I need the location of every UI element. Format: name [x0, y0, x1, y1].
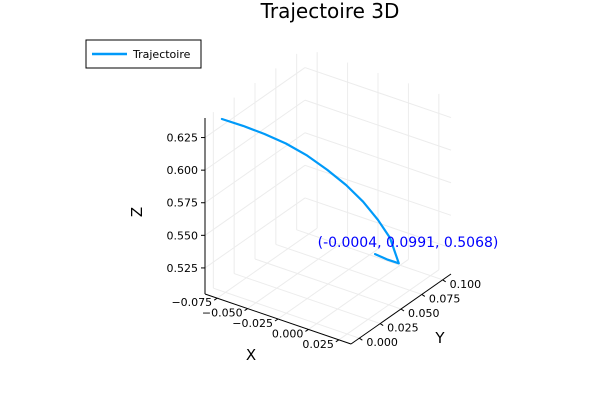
z-axis-label: Z: [128, 207, 146, 217]
series-line: [220, 117, 400, 265]
x-tick-mark: [213, 297, 218, 301]
y-tick-mark: [359, 337, 363, 341]
z-grid-line: [204, 197, 306, 269]
x-tick-mark: [244, 308, 248, 311]
x-tick-label: 0.000: [272, 327, 304, 340]
y-grid-line: [275, 243, 422, 295]
z-grid-line: [304, 67, 452, 119]
x-tick-mark: [335, 339, 340, 343]
z-grid-line: [304, 132, 452, 184]
legend-label: Trajectoire: [132, 48, 191, 61]
series-layer: [220, 117, 400, 265]
y-tick-label: 0.075: [429, 292, 461, 305]
z-tick-label: 0.600: [167, 164, 199, 177]
z-tick-label: 0.625: [167, 132, 199, 145]
y-grid-line: [213, 287, 360, 339]
y-tick-label: 0.000: [366, 336, 398, 349]
z-tick-label: 0.525: [167, 262, 199, 275]
x-tick-label: −0.050: [202, 307, 243, 320]
legend: Trajectoire: [85, 39, 202, 69]
z-tick-label: 0.550: [167, 229, 199, 242]
x-tick-mark: [305, 329, 309, 332]
x-tick-mark: [274, 318, 279, 322]
z-grid-line: [304, 164, 452, 216]
y-tick-mark: [379, 323, 384, 326]
z-grid-line: [204, 99, 306, 171]
y-tick-label: 0.050: [408, 307, 440, 320]
x-tick-label: −0.025: [232, 317, 273, 330]
chart-title: Trajectoire 3D: [260, 0, 400, 23]
y-axis-label: Y: [434, 329, 445, 347]
z-grid-line: [204, 164, 306, 236]
y-tick-mark: [421, 294, 426, 297]
annotation-label: (-0.0004, 0.0991, 0.5068): [318, 235, 499, 251]
z-grid-line: [204, 67, 306, 138]
x-tick-label: 0.025: [302, 338, 334, 351]
y-tick-label: 0.025: [387, 322, 419, 335]
y-grid-line: [254, 258, 402, 310]
x-axis-label: X: [246, 346, 256, 364]
z-grid-line: [304, 99, 452, 151]
y-grid-line: [296, 229, 443, 281]
grid-lines: [204, 52, 452, 341]
y-tick-mark: [400, 308, 405, 312]
z-tick-label: 0.575: [167, 197, 199, 210]
x-tick-label: −0.075: [171, 296, 212, 309]
z-grid-line: [304, 197, 452, 249]
y-tick-mark: [442, 279, 446, 283]
y-grid-line: [234, 273, 381, 325]
y-tick-label: 0.100: [450, 278, 482, 291]
